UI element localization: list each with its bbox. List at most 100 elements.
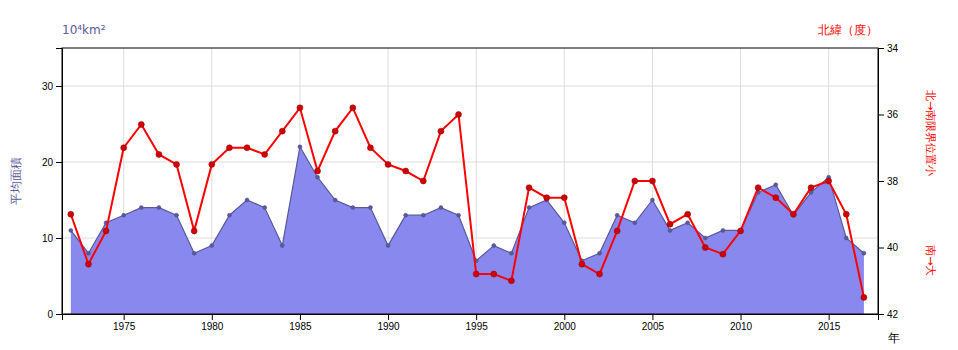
point [492, 244, 496, 248]
area [71, 147, 864, 314]
point [685, 211, 691, 217]
point [508, 278, 514, 284]
tick-label: 20 [42, 157, 54, 168]
tick-label: 2015 [818, 321, 841, 332]
tick: 2005 [642, 314, 665, 332]
point [332, 128, 338, 134]
tick: 1975 [113, 314, 136, 332]
point [122, 213, 126, 217]
annotation: 南→大 [924, 245, 937, 276]
point [404, 213, 408, 217]
point [509, 251, 513, 255]
tick-label: 1975 [113, 321, 136, 332]
x-axis: 197519801985199019952000200520102015 [63, 314, 879, 332]
point [226, 145, 232, 151]
tick-label: 30 [42, 81, 54, 92]
point [192, 251, 196, 255]
point [351, 206, 355, 210]
axis-domain [879, 49, 885, 315]
tick-mark [878, 48, 884, 49]
point [244, 145, 250, 151]
tick: 0 [47, 309, 62, 320]
point [649, 178, 655, 184]
axis-domain [56, 49, 63, 315]
point [191, 228, 197, 234]
grid-line-y [62, 162, 878, 163]
tick: 1990 [377, 314, 400, 332]
point [175, 213, 179, 217]
tick: 10 [42, 233, 62, 244]
point [861, 294, 867, 300]
tick-mark [652, 314, 653, 320]
point [597, 271, 603, 277]
y2-axis: 3436384042 [878, 43, 899, 320]
point [862, 251, 866, 255]
point [368, 206, 372, 210]
y2-axis-title: 北緯（度） [818, 23, 878, 37]
point [702, 245, 708, 251]
tick-mark [878, 181, 884, 182]
tick: 2000 [554, 314, 577, 332]
point [457, 213, 461, 217]
tick-mark [564, 314, 565, 320]
point [774, 183, 778, 187]
point [403, 168, 409, 174]
point [438, 128, 444, 134]
point [210, 244, 214, 248]
point [686, 221, 690, 225]
point [526, 185, 532, 191]
point [473, 271, 479, 277]
point [297, 105, 303, 111]
line [71, 108, 864, 298]
y-axis: 0 10 20 30 [42, 49, 63, 320]
markers [69, 145, 866, 263]
annotation: 北→南限界位置小 [924, 90, 937, 176]
tick: 38 [878, 176, 899, 187]
point [843, 211, 849, 217]
point [68, 211, 74, 217]
point [386, 244, 390, 248]
point [157, 206, 161, 210]
point [439, 206, 443, 210]
point [544, 195, 550, 201]
point [227, 213, 231, 217]
tick-label: 0 [47, 309, 53, 320]
plot-frame [62, 48, 878, 314]
point [280, 244, 284, 248]
point [209, 161, 215, 167]
tick: 2010 [730, 314, 753, 332]
point [263, 206, 267, 210]
point [103, 228, 109, 234]
point [561, 195, 567, 201]
point [350, 105, 356, 111]
tick-label: 10 [42, 233, 54, 244]
point [598, 251, 602, 255]
point [385, 161, 391, 167]
tick-mark [56, 314, 62, 315]
point [69, 228, 73, 232]
point [633, 221, 637, 225]
point [808, 185, 814, 191]
point [420, 178, 426, 184]
tick-label: 36 [887, 109, 899, 120]
x-axis-title: 年 [888, 331, 900, 345]
tick-mark [388, 314, 389, 320]
tick: 1985 [289, 314, 312, 332]
grid-line-y [62, 86, 878, 87]
point [755, 185, 761, 191]
point [315, 168, 321, 174]
tick-label: 1985 [289, 321, 312, 332]
tick-mark [124, 314, 125, 320]
tick: 40 [878, 242, 899, 253]
point [491, 271, 497, 277]
point [245, 198, 249, 202]
axis-domain [63, 315, 879, 321]
point [156, 151, 162, 157]
point [262, 151, 268, 157]
point [773, 195, 779, 201]
tick-mark [212, 314, 213, 320]
annotation: 10⁴km² [62, 23, 106, 37]
point [138, 121, 144, 127]
point [668, 228, 672, 232]
point [721, 228, 725, 232]
